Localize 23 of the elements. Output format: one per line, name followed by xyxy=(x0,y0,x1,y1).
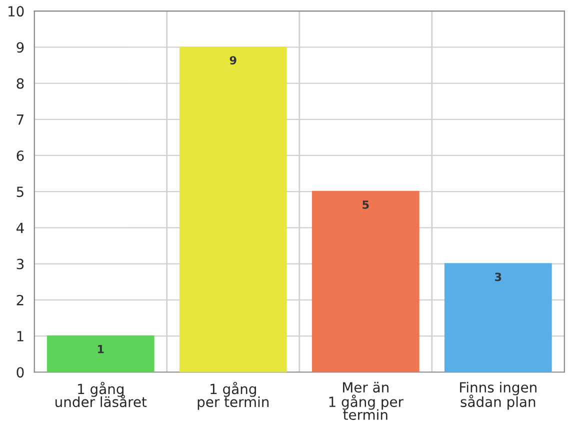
x-tick-label: Finns ingen sådan plan xyxy=(460,382,536,410)
x-tick-label: Mer än 1 gång per termin xyxy=(329,382,404,420)
y-tick-label: 3 xyxy=(16,258,24,270)
y-tick-label: 6 xyxy=(16,150,24,161)
y-tick-label: 4 xyxy=(16,222,24,233)
bar xyxy=(46,335,154,372)
y-tick-label: 10 xyxy=(8,6,24,17)
y-tick-label: 5 xyxy=(16,186,24,198)
data-label: 1 xyxy=(98,345,104,354)
bar xyxy=(179,46,287,372)
data-label: 3 xyxy=(495,272,502,282)
data-label: 9 xyxy=(230,56,236,64)
y-tick-label: 8 xyxy=(16,78,24,89)
y-tick-label: 2 xyxy=(16,294,24,306)
y-tick-label: 9 xyxy=(16,42,24,53)
y-tick-label: 7 xyxy=(16,114,24,125)
y-tick-label: 0 xyxy=(16,367,24,378)
y-tick-label: 1 xyxy=(17,331,24,342)
bar xyxy=(444,263,552,372)
x-tick-label: 1 gång per termin xyxy=(198,382,269,410)
bar xyxy=(312,190,420,372)
x-tick-label: 1 gång under läsåret xyxy=(56,382,147,408)
data-label: 5 xyxy=(362,200,369,209)
